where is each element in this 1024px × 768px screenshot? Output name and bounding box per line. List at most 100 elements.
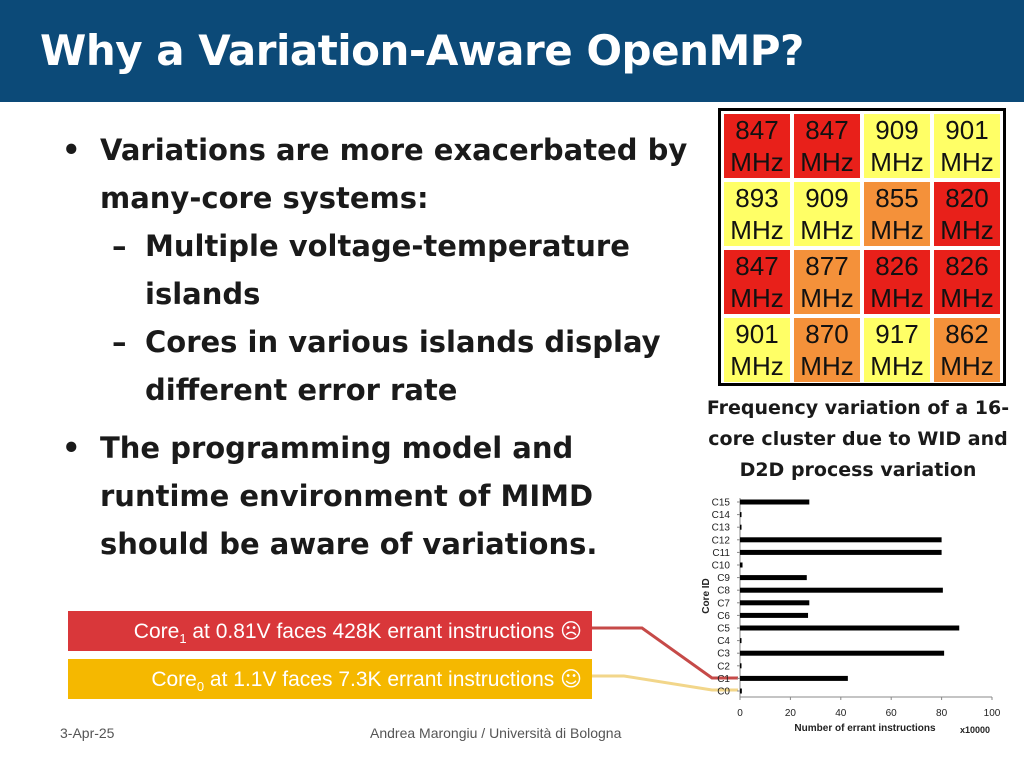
freq-value: 901 — [735, 319, 779, 349]
callout-text: at 1.1V faces 7.3K errant instructions — [204, 668, 561, 691]
y-tick-label: C10 — [712, 561, 731, 572]
y-tick-label: C4 — [717, 636, 730, 647]
x-tick-label: 20 — [785, 708, 797, 719]
bar — [740, 688, 742, 694]
sad-face-icon: ☹ — [560, 619, 582, 643]
freq-value: 901 — [945, 115, 989, 145]
callout-core0: Core0 at 1.1V faces 7.3K errant instruct… — [68, 659, 592, 699]
bullet-item: • The programming model and runtime envi… — [60, 424, 710, 568]
freq-value: 847 — [735, 251, 779, 281]
freq-unit: MHz — [940, 215, 994, 245]
bullet-symbol: • — [62, 431, 81, 465]
freq-unit: MHz — [730, 283, 784, 313]
freq-unit: MHz — [730, 215, 784, 245]
freq-unit: MHz — [800, 351, 854, 381]
x-axis-label: Number of errant instructions — [794, 723, 936, 734]
bullet-symbol: – — [112, 229, 127, 263]
y-tick-label: C8 — [717, 586, 730, 597]
y-tick-label: C11 — [712, 548, 730, 559]
bar — [740, 675, 848, 681]
x-tick-label: 80 — [936, 708, 948, 719]
freq-unit: MHz — [800, 283, 854, 313]
bullet-text: The programming model and runtime enviro… — [100, 431, 598, 561]
freq-value: 820 — [945, 183, 989, 213]
freq-value: 877 — [805, 251, 849, 281]
bar — [740, 562, 743, 568]
freq-value: 847 — [735, 115, 779, 145]
freq-cell: 820 MHz — [934, 182, 1000, 246]
bar — [740, 524, 742, 530]
bar — [740, 512, 742, 518]
bullet-text: Cores in various islands display differe… — [145, 325, 661, 407]
callout-prefix: Core — [151, 668, 197, 691]
freq-cell: 870 MHz — [794, 318, 860, 382]
freq-unit: MHz — [940, 351, 994, 381]
freq-unit: MHz — [870, 283, 924, 313]
freq-unit: MHz — [800, 147, 854, 177]
x-tick-label: 0 — [737, 708, 743, 719]
freq-cell: 901 MHz — [934, 114, 1000, 178]
bar — [740, 638, 742, 644]
bullet-list: • Variations are more exacerbated by man… — [60, 126, 710, 568]
y-tick-label: C5 — [717, 624, 730, 635]
bar — [740, 600, 810, 606]
y-axis-label: Core ID — [701, 578, 712, 614]
footer-date: 3-Apr-25 — [60, 725, 115, 741]
freq-value: 909 — [805, 183, 849, 213]
callout-subscript: 1 — [179, 631, 187, 647]
freq-unit: MHz — [940, 147, 994, 177]
footer-author: Andrea Marongiu / Università di Bologna — [370, 725, 622, 741]
bullet-item: • Variations are more exacerbated by man… — [60, 126, 710, 222]
connector-core1 — [592, 626, 738, 680]
bar — [740, 625, 960, 631]
sub-bullet-item: – Multiple voltage-temperature islands — [60, 222, 710, 318]
freq-cell: 847 MHz — [724, 114, 790, 178]
y-tick-label: C15 — [712, 498, 731, 509]
freq-unit: MHz — [870, 215, 924, 245]
freq-cell: 909 MHz — [864, 114, 930, 178]
y-tick-label: C9 — [717, 573, 730, 584]
freq-value: 893 — [735, 183, 779, 213]
bar — [740, 612, 809, 618]
bar — [740, 499, 810, 505]
freq-unit: MHz — [870, 351, 924, 381]
freq-cell: 917 MHz — [864, 318, 930, 382]
bar — [740, 650, 945, 656]
x-tick-label: 60 — [886, 708, 898, 719]
y-tick-label: C14 — [712, 510, 731, 521]
freq-unit: MHz — [730, 147, 784, 177]
freq-unit: MHz — [870, 147, 924, 177]
connector-core0 — [592, 674, 738, 692]
title-bar: Why a Variation-Aware OpenMP? — [0, 0, 1024, 102]
grid-caption: Frequency variation of a 16-core cluster… — [706, 397, 1010, 481]
freq-unit: MHz — [730, 351, 784, 381]
freq-cell: 855 MHz — [864, 182, 930, 246]
freq-cell: 862 MHz — [934, 318, 1000, 382]
y-tick-label: C7 — [717, 598, 730, 609]
freq-value: 855 — [875, 183, 919, 213]
bar — [740, 549, 942, 555]
x-tick-label: 40 — [835, 708, 847, 719]
y-tick-label: C3 — [717, 649, 730, 660]
freq-value: 870 — [805, 319, 849, 349]
freq-cell: 901 MHz — [724, 318, 790, 382]
bullet-text: Multiple voltage-temperature islands — [145, 229, 630, 311]
x-scale-note: x10000 — [960, 725, 990, 735]
y-tick-label: C6 — [717, 611, 730, 622]
freq-cell: 893 MHz — [724, 182, 790, 246]
bullet-symbol: – — [112, 325, 127, 359]
frequency-grid: 847 MHz 847 MHz 909 MHz 901 MHz 893 MHz 909 MHz 855 M… — [718, 108, 1006, 386]
bullet-text: Variations are more exacerbated by many-… — [100, 133, 688, 215]
y-tick-label: C1 — [717, 674, 730, 685]
freq-value: 862 — [945, 319, 989, 349]
freq-cell: 826 MHz — [934, 250, 1000, 314]
callout-text: at 0.81V faces 428K errant instructions — [186, 620, 561, 643]
bar — [740, 587, 943, 593]
y-tick-label: C0 — [717, 687, 730, 698]
freq-value: 847 — [805, 115, 849, 145]
slide-title: Why a Variation-Aware OpenMP? — [40, 26, 804, 75]
freq-cell: 909 MHz — [794, 182, 860, 246]
callout-subscript: 0 — [196, 679, 205, 695]
